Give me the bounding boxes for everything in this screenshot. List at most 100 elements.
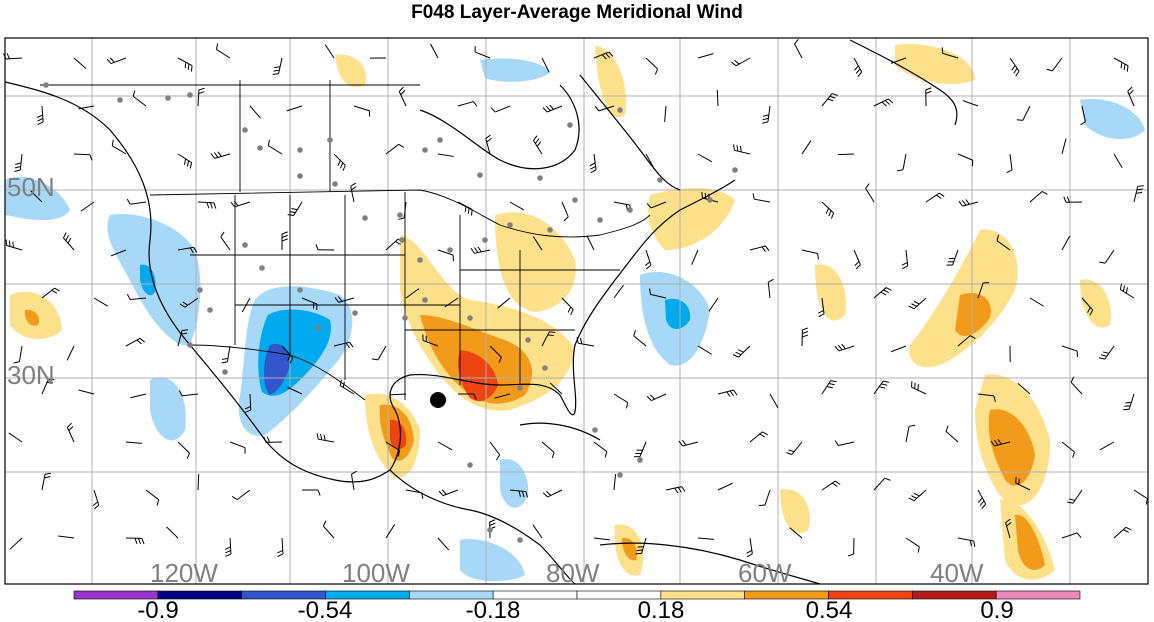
wind-barb-flag bbox=[547, 334, 554, 337]
shade-neg-south bbox=[460, 538, 525, 582]
wind-barb-flag bbox=[400, 90, 406, 96]
station-dot bbox=[467, 462, 473, 468]
wind-barb-flag bbox=[729, 390, 734, 397]
wind-barb-flag bbox=[678, 440, 683, 447]
wind-barb bbox=[1017, 383, 1031, 395]
wind-barbs bbox=[3, 39, 1148, 558]
wind-barb bbox=[738, 345, 751, 358]
shade-pos-greatlakes bbox=[495, 212, 576, 312]
wind-barb-flag bbox=[230, 201, 236, 208]
wind-barb bbox=[1120, 289, 1135, 299]
wind-barb bbox=[957, 153, 973, 161]
wind-barb bbox=[1113, 153, 1123, 169]
wind-barb bbox=[322, 525, 335, 539]
wind-barb-flag bbox=[834, 440, 839, 446]
wind-barb bbox=[547, 489, 563, 498]
wind-barb-flag bbox=[1126, 65, 1129, 72]
wind-barb bbox=[41, 474, 46, 491]
wind-barb-flag bbox=[498, 357, 502, 363]
colorbar-label: 0.9 bbox=[980, 597, 1013, 622]
station-dot bbox=[567, 122, 573, 128]
wind-barb bbox=[1133, 186, 1139, 203]
wind-barb-flag bbox=[37, 114, 43, 118]
wind-barb bbox=[749, 245, 766, 251]
wind-barb-flag bbox=[13, 361, 20, 364]
wind-barb bbox=[593, 441, 608, 452]
wind-barb-flag bbox=[854, 65, 859, 71]
wind-barb-flag bbox=[277, 553, 284, 557]
wind-barb bbox=[216, 49, 231, 59]
wind-barb-flag bbox=[644, 261, 651, 267]
wind-barb-flag bbox=[802, 327, 809, 331]
wind-barb-flag bbox=[752, 193, 755, 200]
station-dot bbox=[477, 172, 483, 178]
map-title: F048 Layer-Average Meridional Wind bbox=[411, 2, 743, 23]
wind-barb-flag bbox=[37, 121, 44, 125]
lon-label-100w: 100W bbox=[342, 558, 410, 588]
wind-barb bbox=[78, 389, 95, 395]
wind-barb-flag bbox=[181, 332, 188, 335]
wind-barb bbox=[220, 236, 231, 251]
wind-barb-flag bbox=[969, 335, 976, 339]
wind-barb-flag bbox=[841, 343, 846, 350]
wind-barb-flag bbox=[37, 117, 44, 122]
wind-barb-flag bbox=[281, 231, 288, 235]
wind-shading bbox=[5, 44, 1145, 582]
wind-barb-flag bbox=[911, 303, 918, 307]
wind-barb bbox=[957, 335, 971, 347]
wind-barb bbox=[66, 427, 75, 443]
shade-neg-mexico-deep bbox=[264, 343, 291, 395]
wind-barb bbox=[1081, 105, 1086, 122]
wind-barb-flag bbox=[525, 491, 528, 498]
wind-barb bbox=[749, 431, 763, 443]
wind-barb bbox=[1128, 393, 1135, 410]
wind-barb bbox=[278, 57, 283, 74]
wind-barb-flag bbox=[832, 482, 838, 487]
wind-barb-flag bbox=[888, 98, 894, 104]
wind-barb bbox=[821, 93, 833, 107]
wind-barb-flag bbox=[594, 105, 600, 112]
wind-barb-flag bbox=[913, 492, 920, 497]
wind-barb-flag bbox=[817, 253, 820, 260]
wind-barb-flag bbox=[549, 104, 555, 110]
wind-barb-flag bbox=[51, 289, 58, 294]
wind-barb-flag bbox=[759, 433, 766, 438]
wind-barb bbox=[78, 105, 95, 110]
wind-barb-flag bbox=[604, 451, 608, 458]
wind-barb-flag bbox=[467, 207, 470, 214]
station-dot bbox=[422, 147, 428, 153]
wind-barb-flag bbox=[126, 198, 131, 205]
wind-barb bbox=[66, 345, 75, 361]
lon-label-40w: 40W bbox=[930, 558, 984, 588]
wind-barb-flag bbox=[762, 431, 768, 436]
wind-barb-flag bbox=[1120, 62, 1123, 69]
wind-barb bbox=[1061, 345, 1078, 352]
colorbar-label: 0.54 bbox=[806, 597, 853, 622]
wind-barb bbox=[1022, 105, 1031, 121]
wind-barb bbox=[385, 441, 400, 451]
wind-barb bbox=[8, 432, 23, 443]
wind-barb-flag bbox=[323, 434, 326, 441]
station-dot bbox=[627, 207, 633, 213]
wind-barb-flag bbox=[267, 139, 270, 146]
station-dot bbox=[327, 137, 333, 143]
station-dot bbox=[517, 385, 523, 391]
wind-barb bbox=[437, 441, 453, 451]
wind-barb-flag bbox=[635, 552, 642, 555]
colorbar-label: 0.18 bbox=[638, 597, 685, 622]
wind-barb bbox=[385, 143, 400, 155]
wind-barb bbox=[1113, 526, 1127, 539]
wind-barb-flag bbox=[1102, 351, 1109, 354]
wind-barb-flag bbox=[590, 169, 597, 174]
station-dot bbox=[397, 212, 403, 218]
wind-barb-flag bbox=[885, 287, 892, 291]
wind-barb-flag bbox=[762, 114, 769, 117]
wind-barb-flag bbox=[546, 490, 552, 496]
wind-barb bbox=[41, 105, 44, 122]
wind-barb-flag bbox=[828, 210, 832, 217]
wind-barb bbox=[457, 101, 474, 107]
wind-barb bbox=[650, 293, 667, 299]
wind-barb-flag bbox=[965, 199, 970, 205]
wind-barb-flag bbox=[1015, 476, 1017, 483]
